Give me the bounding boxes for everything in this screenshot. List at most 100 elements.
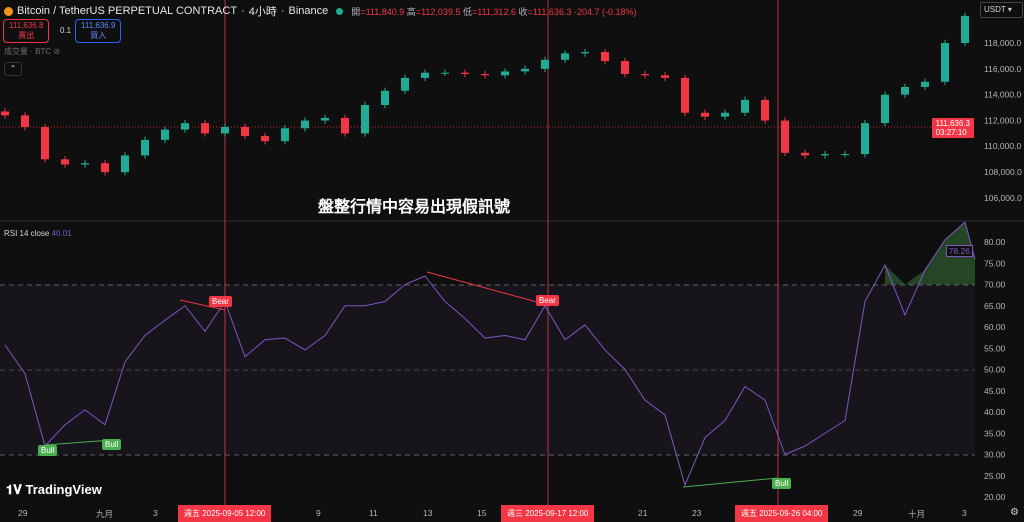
candle[interactable]	[441, 72, 449, 74]
settings-gear-icon[interactable]: ⚙	[1010, 507, 1019, 518]
buy-button[interactable]: 111,636.9 買入	[75, 19, 122, 43]
candle[interactable]	[561, 53, 569, 60]
sell-button[interactable]: 111,636.8 賣出	[3, 19, 50, 43]
candle[interactable]	[421, 72, 429, 78]
exchange: Binance	[288, 5, 329, 17]
candle[interactable]	[601, 52, 609, 62]
candle[interactable]	[221, 126, 229, 134]
market-status-icon	[336, 7, 344, 15]
tradingview-icon: 𝟏𝐕	[6, 482, 22, 497]
candle[interactable]	[461, 72, 469, 75]
candle[interactable]	[901, 86, 909, 95]
rsi-tick: 50.00	[984, 365, 1006, 375]
time-tag: 週五 2025-09-26 04:00	[735, 505, 829, 522]
bull-divergence-line	[682, 477, 779, 488]
volume-label[interactable]: 成交量 · BTC ⊘	[4, 47, 61, 56]
candle[interactable]	[861, 123, 869, 155]
candle[interactable]	[581, 52, 589, 54]
annotation-text: 盤整行情中容易出現假訊號	[318, 199, 511, 216]
candle[interactable]	[201, 123, 209, 134]
candle[interactable]	[101, 163, 109, 173]
candle[interactable]	[941, 43, 949, 82]
candle[interactable]	[821, 154, 829, 156]
candle[interactable]	[881, 94, 889, 124]
candle[interactable]	[541, 59, 549, 69]
time-tag: 週三 2025-09-17 12:00	[501, 505, 595, 522]
candle[interactable]	[481, 74, 489, 76]
bull-signal-label: Bull	[38, 445, 58, 456]
last-price-tag: 111,636.3 03:27:10	[931, 118, 974, 138]
spread: 0.1	[60, 26, 72, 35]
price-tick: 116,000.0	[984, 64, 1021, 74]
rsi-legend[interactable]: RSI 14 close 40.01	[4, 229, 72, 238]
candle[interactable]	[241, 126, 249, 137]
candle[interactable]	[921, 81, 929, 87]
candle[interactable]	[401, 77, 409, 91]
candle[interactable]	[121, 155, 129, 173]
price-tick: 110,000.0	[984, 141, 1021, 151]
rsi-tick: 70.00	[984, 280, 1006, 290]
candle[interactable]	[381, 90, 389, 106]
candle[interactable]	[301, 120, 309, 129]
candle[interactable]	[721, 112, 729, 117]
currency-select[interactable]: USDT ▾	[980, 2, 1023, 18]
rsi-overbought-fill	[885, 222, 975, 285]
x-tick: 21	[638, 508, 648, 518]
x-tick: 29	[853, 508, 863, 518]
candle[interactable]	[801, 152, 809, 156]
candle[interactable]	[41, 126, 49, 160]
hide-eye-icon[interactable]: ⊘	[53, 47, 61, 56]
x-tick: 9	[316, 508, 321, 518]
candle[interactable]	[181, 123, 189, 130]
rsi-tick: 60.00	[984, 322, 1006, 332]
candle[interactable]	[161, 129, 169, 140]
candle[interactable]	[621, 61, 629, 75]
candle[interactable]	[61, 159, 69, 165]
chevron-down-icon: ▾	[1007, 5, 1012, 14]
candle[interactable]	[761, 99, 769, 121]
symbol-name[interactable]: Bitcoin / TetherUS PERPETUAL CONTRACT	[17, 5, 238, 17]
rsi-tick: 30.00	[984, 450, 1006, 460]
candle[interactable]	[321, 117, 329, 121]
candle[interactable]	[501, 71, 509, 76]
candle[interactable]	[361, 105, 369, 134]
candle[interactable]	[681, 77, 689, 113]
time-tag: 週五 2025-09-05 12:00	[178, 505, 272, 522]
candle[interactable]	[701, 112, 709, 117]
candle[interactable]	[141, 139, 149, 156]
rsi-tick: 45.00	[984, 386, 1006, 396]
rsi-tick: 75.00	[984, 258, 1006, 268]
bitcoin-icon	[4, 6, 13, 16]
candle[interactable]	[781, 120, 789, 153]
candle[interactable]	[741, 99, 749, 113]
bear-signal-label: Bear	[536, 295, 559, 306]
candle[interactable]	[81, 163, 89, 165]
price-tick: 118,000.0	[984, 38, 1021, 48]
x-tick: 九月	[96, 509, 114, 519]
ohlc-values: 開=111,840.9 高=112,039.5 低=111,312.6 收=11…	[351, 6, 637, 17]
candle[interactable]	[661, 75, 669, 78]
candle[interactable]	[261, 136, 269, 142]
bull-signal-label: Bull	[102, 439, 122, 450]
candle[interactable]	[281, 128, 289, 142]
candle[interactable]	[1, 111, 9, 116]
x-tick: 13	[423, 508, 433, 518]
tradingview-logo[interactable]: 𝟏𝐕 TradingView	[6, 482, 102, 497]
bear-divergence-line	[426, 271, 549, 306]
x-tick: 十月	[908, 509, 926, 519]
candle[interactable]	[841, 154, 849, 156]
x-tick: 15	[477, 508, 487, 518]
collapse-button[interactable]: ⌃	[4, 62, 22, 76]
symbol-header[interactable]: Bitcoin / TetherUS PERPETUAL CONTRACT · 4…	[4, 3, 637, 19]
candle[interactable]	[341, 117, 349, 134]
rsi-tick: 20.00	[984, 492, 1006, 502]
rsi-tick: 40.00	[984, 407, 1006, 417]
candle[interactable]	[21, 115, 29, 127]
candle[interactable]	[961, 15, 969, 43]
candle[interactable]	[641, 74, 649, 76]
candle[interactable]	[521, 68, 529, 72]
interval[interactable]: 4小時	[248, 6, 277, 18]
rsi-line	[4, 221, 976, 487]
